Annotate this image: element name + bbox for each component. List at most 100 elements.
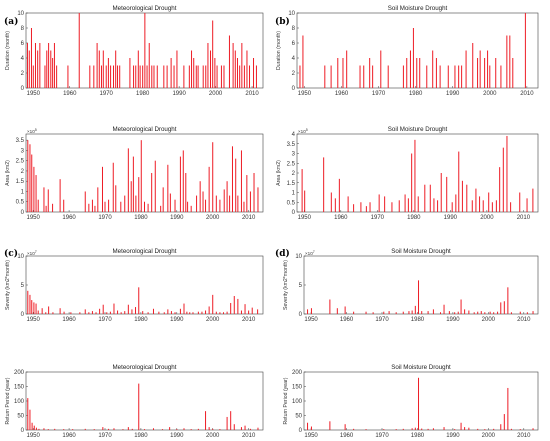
bar	[302, 35, 304, 88]
y-tick-label: 1	[21, 189, 25, 195]
panel-letter-d: (d)	[275, 248, 290, 259]
subplot-title: Meteorological Drought	[113, 5, 177, 12]
bar	[41, 308, 43, 314]
bar	[299, 65, 301, 88]
bar	[137, 50, 139, 88]
bar	[480, 311, 482, 314]
y-tick-label: 2.5	[16, 159, 25, 165]
bar	[63, 199, 65, 212]
bar	[475, 188, 477, 212]
x-tick-label: 1980	[136, 91, 150, 97]
bar	[226, 311, 228, 314]
bar	[179, 156, 181, 212]
x-tick-label: 1960	[62, 215, 76, 221]
bar	[454, 65, 456, 88]
bar	[132, 156, 134, 212]
subplot-title: Meteorological Drought	[113, 126, 177, 133]
bar	[39, 43, 41, 88]
bar	[519, 192, 521, 212]
y-axis-label: Return Period (year)	[5, 377, 11, 424]
y-tick-label: 200	[292, 370, 303, 376]
bar	[138, 287, 140, 314]
bar	[189, 312, 191, 314]
bar	[35, 427, 37, 430]
bar	[532, 311, 534, 314]
y-tick-label: 150	[292, 385, 303, 391]
y-tick-label: 200	[14, 370, 25, 376]
bar	[482, 200, 484, 212]
bar	[52, 312, 54, 314]
bar	[197, 428, 199, 430]
bar	[199, 181, 201, 212]
x-tick-label: 1980	[411, 433, 425, 439]
bar	[214, 58, 216, 88]
bar	[524, 13, 526, 88]
y-tick-label: 0	[299, 428, 303, 434]
x-tick-label: 2000	[206, 433, 220, 439]
x-tick-label: 1960	[334, 215, 348, 221]
bar	[31, 154, 33, 212]
bar	[182, 150, 184, 212]
bar	[301, 169, 303, 212]
bar	[240, 310, 242, 314]
bar	[460, 299, 462, 314]
bar	[464, 427, 466, 430]
x-tick-label: 1950	[27, 215, 41, 221]
bar	[183, 65, 185, 88]
bar	[411, 428, 413, 430]
bar	[503, 301, 505, 314]
bar	[139, 65, 141, 88]
bar	[130, 181, 132, 212]
bar	[205, 310, 207, 314]
bar	[98, 50, 100, 88]
bar	[491, 202, 493, 212]
bar	[117, 310, 119, 314]
bar	[166, 65, 168, 88]
y-tick-label: 3	[292, 152, 296, 158]
y-tick-label: 0	[299, 312, 303, 318]
bar	[497, 311, 499, 314]
bar	[519, 311, 521, 314]
y-tick-label: 0	[292, 210, 296, 216]
x-tick-label: 1950	[298, 215, 312, 221]
bar	[142, 65, 144, 88]
bar	[27, 398, 29, 430]
bar	[208, 306, 210, 314]
bar	[63, 429, 65, 430]
x-tick-label: 2000	[482, 317, 496, 323]
y-axis-label: Area (km2)	[276, 160, 282, 186]
bar	[510, 202, 512, 212]
y-tick-label: 100	[14, 399, 25, 405]
bar	[417, 196, 419, 212]
bar	[409, 50, 411, 88]
bar	[421, 428, 423, 430]
bar	[196, 195, 198, 212]
bar	[369, 58, 371, 88]
bar	[384, 196, 386, 212]
bar	[169, 427, 171, 430]
bar	[353, 311, 355, 314]
bar	[338, 178, 340, 212]
bar	[503, 414, 505, 430]
bar	[439, 65, 441, 88]
bar	[230, 302, 232, 314]
x-tick-label: 1970	[375, 433, 389, 439]
bar	[230, 411, 232, 430]
bar	[215, 195, 217, 212]
x-tick-label: 1960	[62, 433, 76, 439]
bar	[53, 43, 55, 88]
bar	[153, 65, 155, 88]
bar	[433, 198, 435, 212]
bar	[468, 310, 470, 314]
bar	[37, 199, 39, 212]
bar	[208, 427, 210, 430]
subplot-title: Soil Moisture Drought	[388, 5, 448, 12]
bar	[395, 312, 397, 314]
bar	[212, 20, 214, 88]
bar	[437, 200, 439, 212]
bar	[464, 309, 466, 314]
bar	[107, 58, 109, 88]
subplot-8: Soil Moisture Drought Return Period (year…	[283, 364, 539, 439]
bar	[205, 411, 207, 430]
bar	[44, 65, 46, 88]
